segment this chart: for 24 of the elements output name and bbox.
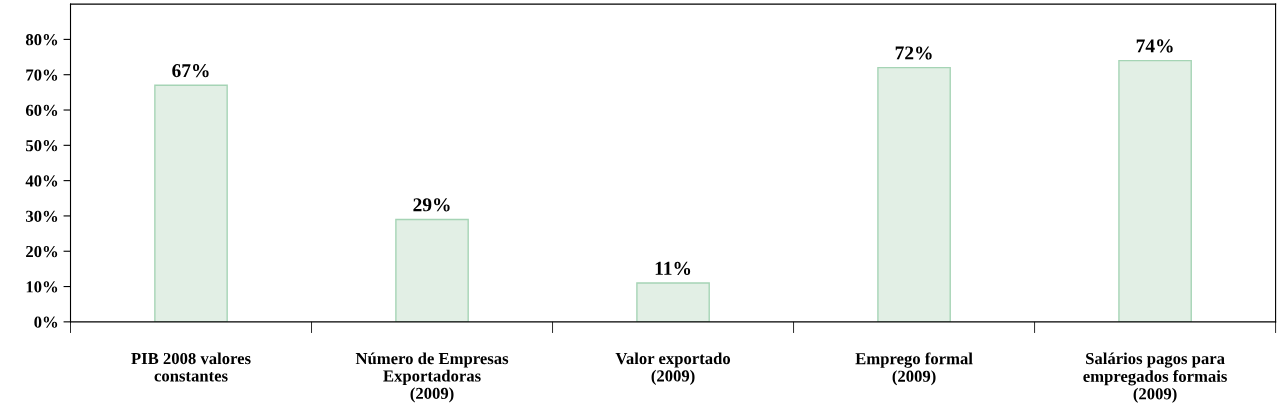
data-label: 29% [413, 198, 450, 212]
y-tick-label: 70% [26, 69, 58, 81]
data-label: 72% [895, 46, 932, 60]
x-tick-label: Número de Empresas Exportadoras (2009) [355, 352, 509, 403]
x-tick-label: Emprego formal (2009) [855, 352, 973, 386]
y-tick-label: 50% [26, 140, 58, 152]
x-tick-label: PIB 2008 valores constantes [131, 352, 251, 382]
x-tick-label: Salários pagos para empregados formais (2009) [1083, 352, 1227, 403]
data-label: 74% [1136, 39, 1173, 53]
y-tick-label: 40% [25, 175, 58, 187]
bar [154, 84, 228, 322]
y-tick-label: 30% [26, 210, 58, 222]
bar [1118, 59, 1192, 322]
y-tick-label: 20% [26, 245, 58, 258]
y-tick-label: 60% [25, 104, 58, 117]
bar [877, 66, 951, 322]
data-label: 67% [172, 64, 209, 78]
x-tick-label: Valor exportado (2009) [615, 352, 731, 385]
data-label: 11% [655, 261, 691, 275]
y-tick-label: 10% [26, 281, 58, 293]
y-tick-label: 0% [34, 316, 58, 328]
bar [636, 282, 710, 322]
bar [395, 218, 469, 322]
y-tick-label: 80% [25, 34, 58, 46]
